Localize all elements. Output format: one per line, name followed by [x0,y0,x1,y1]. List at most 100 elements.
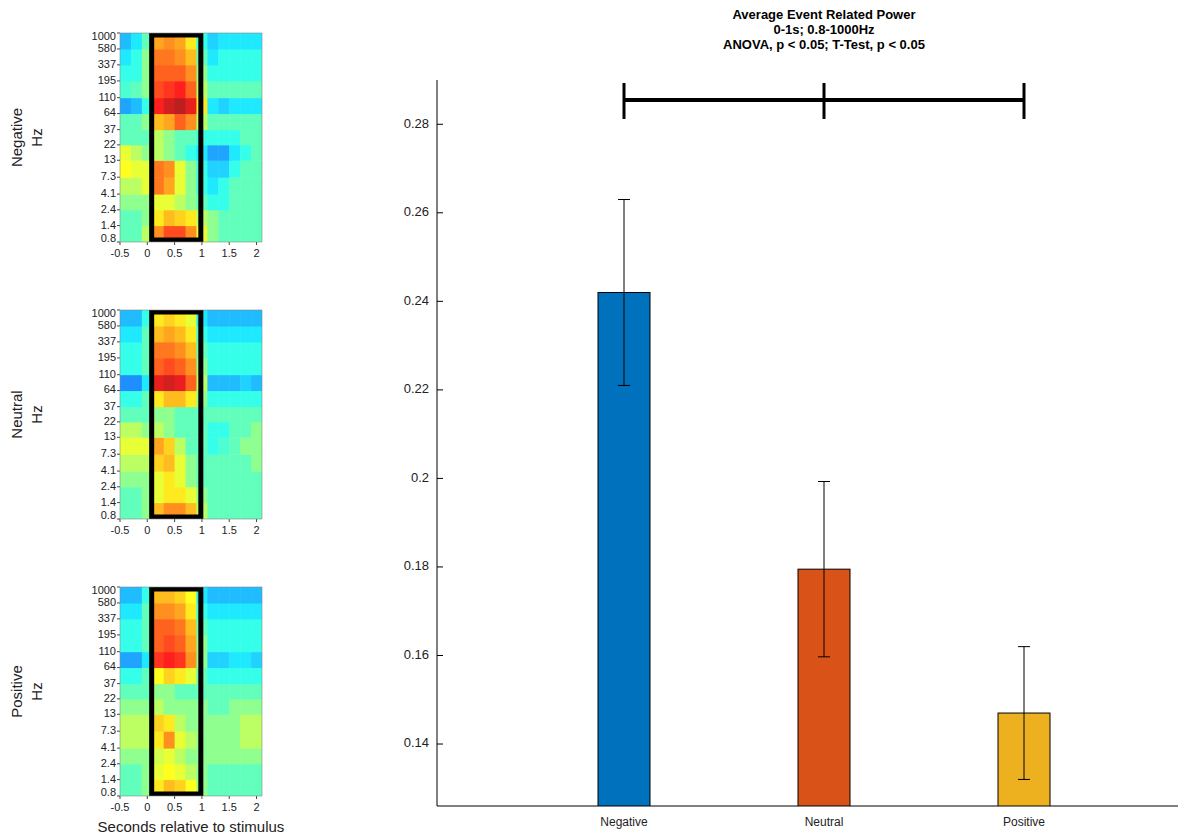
heat-cell [218,114,229,131]
heat-cell [207,310,218,326]
y-tick [117,225,120,226]
heat-cell [218,731,229,748]
heat-cell [120,114,131,131]
heat-cell [240,177,251,194]
y-tick-label: 337 [98,58,116,70]
heat-cell [164,358,175,375]
heat-cell [120,780,131,796]
heat-cell [186,358,197,375]
heat-cell [131,437,142,454]
heat-cell [175,748,186,764]
heat-cell [251,130,262,146]
heat-cell [229,194,240,210]
heat-cell [153,177,164,194]
heat-cell [131,668,142,685]
heat-cell [131,635,142,652]
heat-cell [120,764,131,780]
y-tick [117,341,120,342]
heat-cell [186,194,197,210]
heat-cell [218,65,229,82]
heat-cell [240,81,251,98]
heat-cell [120,210,131,226]
error-cap [618,199,630,200]
y-tick [117,618,120,619]
heat-cell [240,342,251,359]
heat-cell [229,358,240,375]
y-tick-label: 0.22 [404,381,429,396]
x-tick [147,796,148,799]
heat-cell [218,487,229,503]
heat-cell [164,714,175,731]
x-tick-label: -0.5 [111,801,130,813]
heat-cell [186,714,197,731]
y-tick-label: 7.3 [101,724,116,736]
y-tick [117,160,120,161]
heat-cell [229,619,240,636]
y-tick-label: 0.8 [101,786,116,798]
x-tick [120,796,121,799]
y-tick-label: 110 [98,368,116,380]
heat-cell [186,454,197,471]
y-tick-label: 110 [98,645,116,657]
y-tick [437,655,443,656]
heat-cell [240,487,251,503]
x-tick-label: 0 [144,801,150,813]
heat-cell [229,668,240,685]
heat-cell [120,177,131,194]
y-tick-label: 195 [98,351,116,363]
heat-cell [207,342,218,359]
heat-cell [120,65,131,82]
x-tick-label: -0.5 [111,524,130,536]
heat-cell [175,160,186,177]
heat-cell [240,684,251,700]
y-tick-label: 7.3 [101,170,116,182]
heat-cell [131,177,142,194]
heat-cell [175,603,186,619]
heat-cell [251,194,262,210]
heat-cell [164,699,175,715]
heat-cell [251,226,262,242]
heat-cell [186,487,197,503]
heat-cell [218,342,229,359]
heat-cell [207,437,218,454]
heat-cell [207,668,218,685]
x-tick [120,519,121,522]
error-cap [1018,646,1030,647]
heat-cell [164,635,175,652]
x-tick-label: 0.5 [167,801,182,813]
heat-cell [120,160,131,177]
heat-cell [186,437,197,454]
heat-cell [131,98,142,114]
y-tick [437,301,443,302]
heat-cell [186,668,197,685]
heat-cell [218,177,229,194]
x-tick-label: 1.5 [222,247,237,259]
heat-cell [207,764,218,780]
y-tick-label: 0.18 [404,558,429,573]
heat-cell [218,98,229,114]
heat-cell [251,714,262,731]
x-tick [256,242,257,245]
panel-label: Neutral [8,390,25,438]
heat-cell [175,375,186,391]
heat-cell [175,407,186,423]
heat-cell [229,471,240,487]
x-tick-label: -0.5 [111,247,130,259]
x-tick-label: Positive [1003,815,1045,829]
heat-cell [164,471,175,487]
y-tick-label: 7.3 [101,447,116,459]
heat-cell [153,684,164,700]
heat-cell [240,33,251,49]
heat-cell [120,358,131,375]
heat-cell [229,407,240,423]
heat-cell [164,391,175,408]
heat-cell [120,375,131,391]
heat-cell [120,487,131,503]
x-tick-label: 1 [199,801,205,813]
heat-cell [218,407,229,423]
error-cap [1018,779,1030,780]
heat-cell [164,342,175,359]
error-stem [824,482,825,657]
heat-cell [164,684,175,700]
error-bar [618,200,630,386]
